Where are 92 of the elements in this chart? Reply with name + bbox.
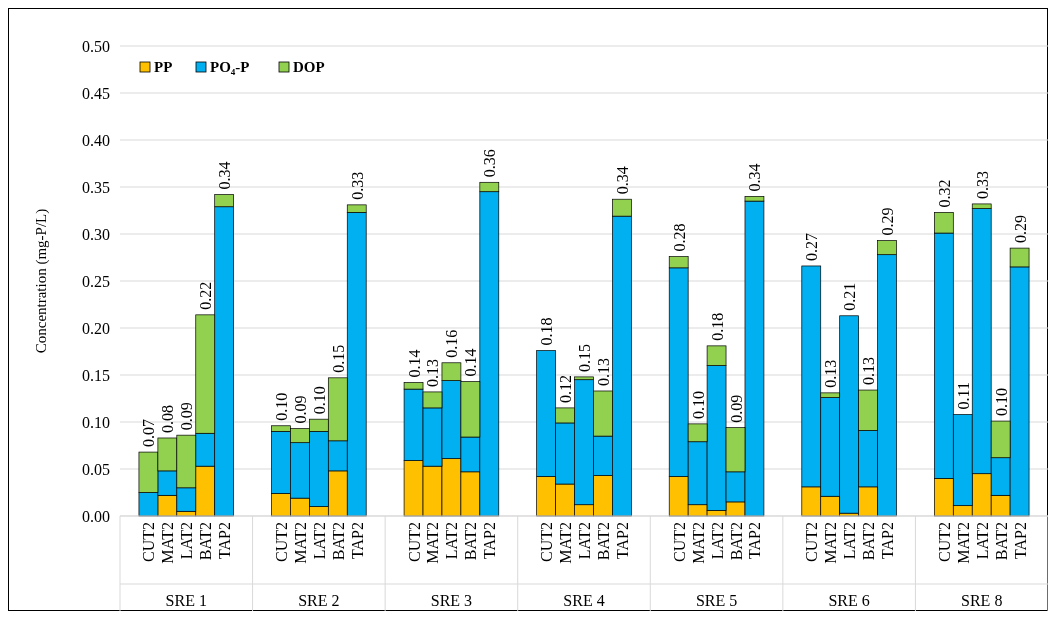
total-label: 0.13 [860,357,878,386]
total-label: 0.29 [1011,215,1029,244]
y-tick-label: 0.20 [82,319,110,337]
text: SRE 1 [165,592,207,609]
x-tick-label: LAT2 [178,522,196,560]
x-tick-label: LAT2 [443,522,461,560]
text: SRE 5 [695,592,738,609]
x-tick-label: LAT2 [576,522,593,560]
total-label: 0.09 [291,395,309,424]
total-label: 0.12 [557,374,575,403]
x-tick-label: TAP2 [746,522,764,559]
text: SRE 8 [961,592,1003,609]
text: SRE 3 [430,592,473,609]
y-tick-label: 0.25 [82,272,110,290]
y-axis-title: Concentration (mg-P/L) [33,208,50,354]
x-tick-label: LAT2 [708,522,726,560]
total-label: 0.33 [973,170,991,199]
x-tick-label: BAT2 [329,522,347,561]
total-label: 0.11 [954,382,972,410]
total-label: 0.36 [481,149,499,178]
y-tick-label: 0.30 [82,225,110,243]
legend-label: DOP [293,59,325,75]
x-tick-label: LAT2 [310,522,328,560]
text: SRE 6 [828,592,870,609]
x-tick-label: LAT2 [841,522,859,560]
legend-label: PO₄-P [210,59,250,75]
x-tick-label: MAT2 [689,522,707,564]
total-label: 0.34 [216,161,234,190]
x-tick-label: MAT2 [822,522,840,564]
total-label: 0.14 [405,349,423,378]
x-tick-label: BAT2 [197,522,215,561]
x-tick-label: TAP2 [481,522,499,559]
text: SRE 2 [298,592,340,609]
x-tick-label: BAT2 [594,522,612,561]
x-tick-label: LAT2 [973,522,991,560]
total-label: 0.07 [140,419,158,448]
y-tick-label: 0.35 [82,178,110,196]
total-label: 0.15 [329,344,347,373]
total-label: 0.13 [822,359,840,388]
x-tick-label: BAT2 [992,522,1010,561]
y-tick-label: 0.00 [82,507,110,525]
total-label: 0.34 [746,163,764,192]
total-label: 0.33 [348,171,366,200]
x-tick-label: MAT2 [159,522,177,564]
total-label: 0.14 [462,348,480,377]
total-label: 0.18 [538,317,556,346]
total-label: 0.09 [178,402,196,431]
x-tick-label: BAT2 [727,522,745,561]
x-tick-label: CUT2 [140,522,158,562]
x-tick-label: MAT2 [291,522,309,564]
x-tick-label: MAT2 [424,522,442,564]
x-tick-label: TAP2 [613,522,631,559]
x-tick-label: CUT2 [803,522,821,562]
x-tick-label: TAP2 [1011,522,1029,559]
total-label: 0.32 [935,179,953,208]
total-label: 0.10 [689,390,707,419]
legend-label: PP [154,59,173,75]
total-label: 0.10 [992,388,1010,417]
total-label: 0.10 [272,392,290,421]
y-tick-label: 0.40 [82,131,110,149]
total-label: 0.22 [197,281,215,310]
total-label: 0.13 [424,358,442,387]
x-tick-label: CUT2 [935,522,953,562]
total-label: 0.28 [670,223,688,252]
y-tick-label: 0.45 [82,84,110,102]
x-tick-label: MAT2 [954,522,972,564]
y-tick-label: 0.50 [82,37,110,55]
total-label: 0.27 [803,232,821,261]
x-tick-label: TAP2 [348,522,366,559]
x-tick-label: BAT2 [462,522,480,561]
total-label: 0.29 [879,207,897,236]
total-label: 0.15 [576,343,593,372]
x-tick-label: BAT2 [860,522,878,561]
total-label: 0.08 [159,404,177,433]
y-tick-label: 0.15 [82,366,110,384]
total-label: 0.13 [594,357,612,386]
y-tick-label: 0.05 [82,460,110,478]
total-label: 0.16 [443,329,461,358]
total-label: 0.18 [708,312,726,341]
total-label: 0.21 [841,282,859,311]
y-tick-label: 0.10 [82,413,110,431]
x-tick-label: CUT2 [405,522,423,562]
x-tick-label: MAT2 [557,522,575,564]
x-tick-label: CUT2 [272,522,290,562]
total-label: 0.09 [727,394,745,423]
x-tick-label: CUT2 [670,522,688,562]
x-tick-label: CUT2 [538,522,556,562]
x-tick-label: TAP2 [216,522,234,559]
x-tick-label: TAP2 [879,522,897,559]
total-label: 0.34 [613,166,631,195]
text: SRE 4 [563,592,605,609]
total-label: 0.10 [310,386,328,415]
